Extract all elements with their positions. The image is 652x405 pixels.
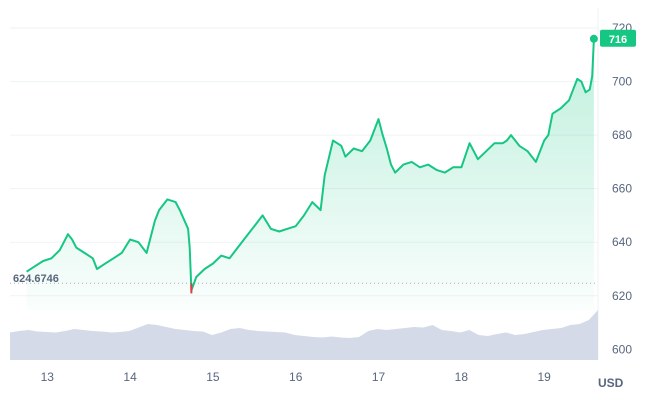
currency-unit: USD: [598, 376, 624, 390]
y-tick-label: 680: [612, 128, 632, 142]
x-tick-label: 14: [123, 370, 137, 384]
open-price-label: 624.6746: [13, 273, 59, 285]
x-tick-label: 19: [537, 370, 551, 384]
current-price-badge: 716: [600, 29, 636, 47]
y-tick-label: 620: [612, 289, 632, 303]
price-line: [26, 38, 595, 292]
price-series-line: [26, 38, 595, 292]
volume-shape: [10, 310, 598, 360]
y-tick-label: 700: [612, 75, 632, 89]
current-price-dot: [589, 34, 598, 43]
y-tick-label: 660: [612, 182, 632, 196]
price-area-fill: [26, 38, 594, 311]
current-price-badge-bg: [600, 29, 636, 47]
x-tick-label: 15: [206, 370, 220, 384]
y-tick-label: 640: [612, 235, 632, 249]
x-tick-label: 13: [41, 370, 55, 384]
x-tick-label: 17: [372, 370, 386, 384]
current-price-value: 716: [609, 34, 627, 46]
x-axis-ticks: 13 14 15 16 17 18 19: [41, 370, 552, 384]
volume-area: [10, 310, 598, 360]
y-tick-label: 600: [612, 342, 632, 356]
x-tick-label: 16: [289, 370, 303, 384]
x-tick-label: 18: [455, 370, 469, 384]
price-area: [26, 38, 594, 311]
